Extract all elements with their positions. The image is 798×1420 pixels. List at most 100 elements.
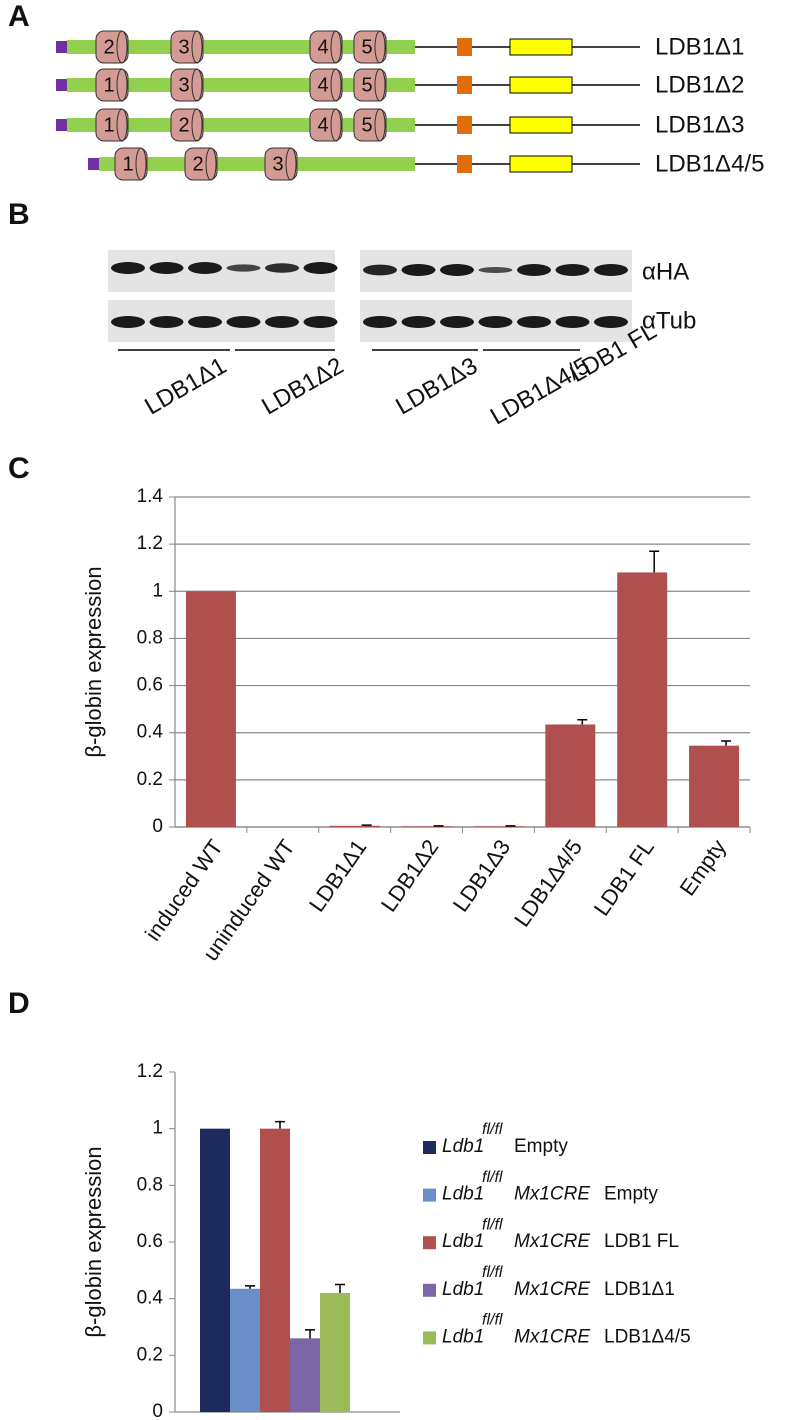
domain-label: 4 — [317, 74, 328, 96]
band — [226, 316, 261, 328]
legend-swatch — [423, 1236, 436, 1250]
domain-label: 3 — [178, 36, 189, 58]
domain-edge — [191, 108, 203, 142]
domain-label: 1 — [122, 153, 133, 175]
legend-genotype: fl/fl — [482, 1264, 503, 1281]
legend-driver: Mx1CRE — [514, 1184, 590, 1205]
y-tick-label: 0.6 — [137, 1231, 163, 1252]
antibody-label: αTub — [642, 307, 696, 334]
domain-edge — [374, 30, 386, 64]
x-tick-label: Empty — [675, 835, 731, 900]
domain — [309, 30, 343, 64]
antibody-label: αHA — [642, 258, 689, 285]
band — [401, 264, 436, 276]
domain-edge — [191, 30, 203, 64]
bar — [329, 825, 380, 827]
error-bar — [245, 1285, 255, 1289]
error-bar — [649, 550, 660, 573]
domain-label: 1 — [103, 114, 114, 136]
domain-edge — [330, 108, 342, 142]
domain-label: 3 — [178, 74, 189, 96]
construct-label: LDB1Δ3 — [655, 111, 744, 138]
legend-label: Empty — [514, 1136, 568, 1157]
bar — [617, 572, 668, 827]
band — [303, 262, 338, 274]
legend-label: LDB1 FL — [604, 1231, 679, 1252]
lid-domain — [457, 155, 472, 173]
band — [363, 264, 397, 276]
band — [555, 316, 590, 328]
domain-label: 5 — [361, 36, 372, 58]
domain — [353, 108, 387, 142]
panel-label: B — [8, 198, 30, 231]
domain-edge — [205, 147, 217, 181]
lim-domain — [509, 38, 573, 56]
domain — [309, 68, 343, 102]
bar — [545, 724, 596, 827]
legend-label: LDB1Δ1 — [604, 1279, 675, 1300]
domain — [170, 108, 204, 142]
y-tick-label: 1 — [152, 1118, 163, 1139]
domain — [95, 30, 129, 64]
y-tick-label: 1.2 — [137, 1061, 163, 1082]
band — [188, 316, 222, 328]
y-axis-label: β-globin expression — [81, 566, 106, 757]
legend-gene: Ldb1 — [442, 1184, 484, 1205]
band — [517, 264, 551, 276]
bar — [290, 1338, 320, 1412]
legend-swatch — [423, 1283, 436, 1297]
domain-edge — [374, 108, 386, 142]
domain — [95, 108, 129, 142]
band — [226, 264, 261, 272]
blot — [108, 250, 335, 292]
y-tick-label: 0.8 — [137, 627, 163, 648]
x-tick-label: LDB1Δ2 — [376, 835, 443, 916]
legend-swatch — [423, 1141, 436, 1154]
n-terminus — [56, 119, 67, 131]
domain-edge — [191, 68, 203, 102]
band — [111, 316, 145, 328]
n-terminus — [88, 158, 99, 170]
group-label: LDB1Δ2 — [257, 352, 348, 420]
y-tick-label: 0.4 — [137, 1288, 164, 1309]
domain-edge — [135, 147, 147, 181]
domain-label: 1 — [103, 74, 114, 96]
domain-edge — [374, 68, 386, 102]
legend-swatch — [423, 1331, 436, 1345]
bar — [200, 1128, 230, 1412]
group-label: LDB1Δ1 — [140, 352, 231, 420]
legend-genotype: fl/fl — [482, 1121, 503, 1138]
domain — [95, 68, 129, 102]
y-tick-label: 1.2 — [137, 533, 163, 554]
domain-edge — [116, 108, 128, 142]
x-tick-label: LDB1Δ3 — [448, 835, 515, 916]
legend-gene: Ldb1 — [442, 1326, 484, 1347]
band — [149, 316, 184, 328]
y-tick-label: 0 — [152, 1401, 163, 1420]
domain-label: 4 — [317, 114, 328, 136]
domain-edge — [116, 30, 128, 64]
x-tick-label: LDB1Δ1 — [304, 835, 371, 916]
y-tick-label: 1.4 — [137, 486, 164, 507]
band — [111, 262, 145, 274]
domain — [184, 147, 218, 181]
y-tick-label: 0.2 — [137, 1344, 163, 1365]
domain — [353, 68, 387, 102]
band — [440, 316, 474, 328]
domain-label: 2 — [178, 114, 189, 136]
domain — [170, 30, 204, 64]
domain-label: 2 — [192, 153, 203, 175]
legend-label: LDB1Δ4/5 — [604, 1326, 691, 1347]
panel-label: A — [8, 0, 30, 33]
y-tick-label: 0.8 — [137, 1174, 163, 1195]
error-bar — [361, 824, 372, 826]
bar — [401, 826, 452, 827]
y-tick-label: 1 — [152, 580, 163, 601]
domain — [170, 68, 204, 102]
legend-driver: Mx1CRE — [514, 1279, 590, 1300]
bar — [320, 1293, 350, 1412]
legend-gene: Ldb1 — [442, 1136, 484, 1157]
bar — [473, 826, 524, 827]
domain-label: 5 — [361, 74, 372, 96]
